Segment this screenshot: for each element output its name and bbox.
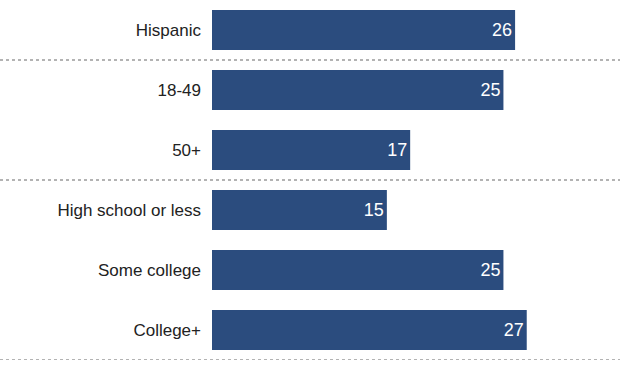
svg-text:27: 27 [504, 320, 524, 340]
svg-text:College+: College+ [133, 321, 201, 340]
svg-text:25: 25 [480, 260, 500, 280]
svg-text:17: 17 [387, 140, 407, 160]
svg-text:18-49: 18-49 [158, 81, 201, 100]
svg-text:25: 25 [480, 80, 500, 100]
svg-text:High school or less: High school or less [57, 201, 201, 220]
svg-text:Hispanic: Hispanic [136, 21, 202, 40]
svg-text:50+: 50+ [172, 141, 201, 160]
svg-text:Some college: Some college [98, 261, 201, 280]
svg-text:26: 26 [492, 20, 512, 40]
svg-text:15: 15 [364, 200, 384, 220]
